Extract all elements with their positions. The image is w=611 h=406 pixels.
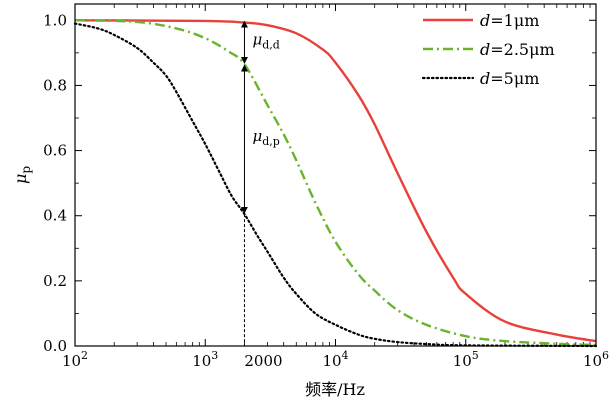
annotations: μd,d μd,p [240,20,280,346]
legend: d=1μm d=2.5μm d=5μm [421,11,555,88]
legend-label-2: d=2.5μm [480,40,555,59]
mu-dd-label: μd,d [252,30,279,51]
series-line-2 [74,19,597,347]
mu-dp-label: μd,p [252,127,279,148]
x-tick-label: 104 [322,349,348,370]
x-axis-label: 频率/Hz [305,380,365,399]
y-tick-label: 0.6 [43,142,67,160]
legend-label-1: d=1μm [480,11,539,30]
y-tick-labels: 0.0 0.2 0.4 0.6 0.8 1.0 [43,11,67,355]
y-tick-label: 1.0 [43,11,67,29]
y-tick-label: 0.0 [43,337,67,355]
y-tick-label: 0.4 [43,207,67,225]
series-line-3 [73,22,598,348]
y-tick-label: 0.8 [43,76,67,94]
legend-label-3: d=5μm [480,69,539,88]
x-tick-label: 102 [62,349,88,370]
plot-frame [74,3,597,347]
y-axis-label: μp [11,166,33,184]
x-tick-labels: 102 103 104 105 106 2000 [62,349,609,370]
x-tick-label: 105 [453,349,479,370]
y-tick-label: 0.2 [43,272,67,290]
x-tick-label-2000: 2000 [244,352,282,370]
x-tick-label: 106 [583,349,609,370]
x-tick-label: 103 [192,349,218,370]
